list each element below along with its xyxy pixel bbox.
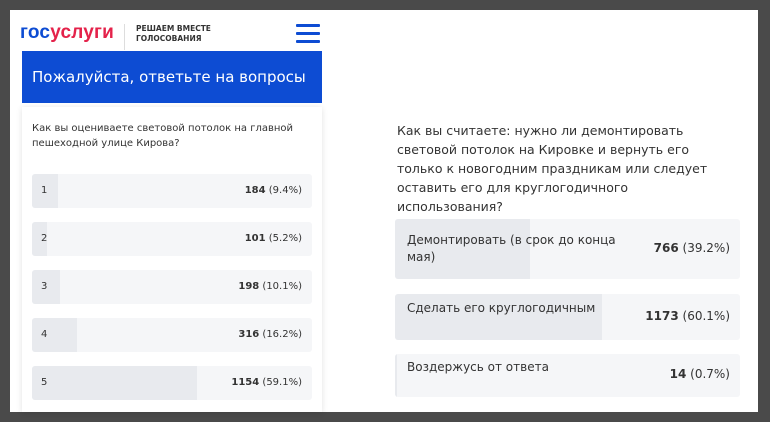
logo-text-gos: гос	[20, 22, 51, 43]
answer-option[interactable]: 3 198 (10.1%)	[32, 270, 312, 304]
option-label: Сделать его круглогодичным	[407, 301, 596, 315]
option-label: 3	[41, 281, 48, 292]
vote-percent: (60.1%)	[682, 308, 730, 323]
question-text: Как вы оцениваете световой потолок на гл…	[32, 123, 294, 149]
result-bar	[395, 354, 398, 397]
vote-count: 184	[244, 185, 266, 196]
result-bar	[32, 270, 61, 304]
slogan-line: РЕШАЕМ ВМЕСТЕ	[136, 24, 211, 33]
vote-percent: (59.1%)	[262, 377, 302, 388]
result-bar	[395, 294, 603, 340]
option-result: 101 (5.2%)	[245, 233, 302, 244]
result-bar	[32, 174, 59, 208]
option-result: 1173 (60.1%)	[645, 309, 730, 323]
option-result: 1154 (59.1%)	[231, 377, 302, 388]
vote-percent: (39.2%)	[682, 240, 730, 255]
option-label: 4	[41, 329, 48, 340]
page: госуслуги РЕШАЕМ ВМЕСТЕ ГОЛОСОВАНИЯ Пожал…	[10, 10, 758, 412]
vote-percent: (9.4%)	[268, 185, 302, 196]
option-label: 5	[41, 377, 48, 388]
option-label: 2	[41, 233, 48, 244]
logo-text-uslugi: услуги	[50, 22, 115, 43]
option-result: 14 (0.7%)	[670, 367, 730, 381]
hamburger-icon[interactable]	[296, 24, 320, 44]
slogan: РЕШАЕМ ВМЕСТЕ ГОЛОСОВАНИЯ	[136, 24, 211, 44]
vote-percent: (0.7%)	[690, 367, 730, 381]
option-result: 766 (39.2%)	[654, 241, 730, 255]
option-label: 1	[41, 185, 48, 196]
vote-percent: (5.2%)	[268, 233, 302, 244]
vote-count: 101	[244, 233, 266, 244]
answer-option[interactable]: 1 184 (9.4%)	[32, 174, 312, 208]
vote-count: 1154	[231, 377, 260, 388]
answer-option[interactable]: Воздержусь от ответа 14 (0.7%)	[395, 354, 740, 397]
option-result: 184 (9.4%)	[245, 185, 302, 196]
vote-count: 316	[238, 329, 260, 340]
option-result: 316 (16.2%)	[238, 329, 302, 340]
option-label: Демонтировать (в срок до конца мая)	[407, 233, 616, 264]
answer-option[interactable]: Сделать его круглогодичным 1173 (60.1%)	[395, 294, 740, 340]
slogan-line: ГОЛОСОВАНИЯ	[136, 34, 202, 43]
question-card: Как вы оцениваете световой потолок на гл…	[22, 107, 322, 412]
divider	[124, 24, 125, 50]
answer-option[interactable]: Демонтировать (в срок до конца мая) 766 (…	[395, 219, 740, 279]
question-text: Как вы считаете: нужно ли демонтировать …	[397, 123, 708, 214]
option-label: Воздержусь от ответа	[407, 359, 549, 374]
result-bar	[32, 318, 78, 352]
option-result: 198 (10.1%)	[238, 281, 302, 292]
vote-count: 1173	[645, 308, 679, 323]
answer-option[interactable]: 2 101 (5.2%)	[32, 222, 312, 256]
vote-percent: (16.2%)	[262, 329, 302, 340]
result-bar	[32, 366, 198, 400]
vote-percent: (10.1%)	[262, 281, 302, 292]
result-bar	[32, 222, 47, 256]
result-bar	[395, 219, 531, 279]
vote-count: 198	[238, 281, 260, 292]
vote-count: 14	[669, 367, 687, 381]
vote-count: 766	[653, 240, 679, 255]
gosuslugi-logo[interactable]: госуслуги	[20, 22, 114, 44]
answer-option[interactable]: 4 316 (16.2%)	[32, 318, 312, 352]
page-title: Пожалуйста, ответьте на вопросы	[22, 51, 322, 103]
answer-option[interactable]: 5 1154 (59.1%)	[32, 366, 312, 400]
